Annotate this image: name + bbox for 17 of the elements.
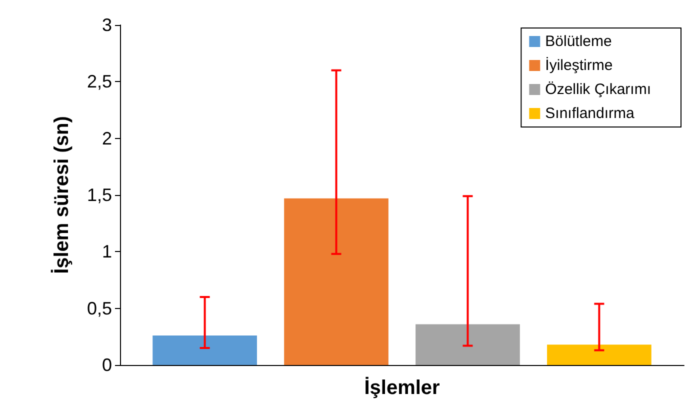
y-tick-label: 2 [102, 128, 112, 148]
bar [284, 198, 388, 365]
legend-label: Özellik Çıkarımı [545, 81, 651, 98]
legend-label: Bölütleme [545, 33, 612, 50]
y-tick-label: 0 [102, 355, 112, 375]
legend-label: Sınıflandırma [545, 105, 636, 122]
bar [547, 344, 652, 365]
x-axis-title: İşlemler [364, 376, 440, 399]
bar [152, 336, 257, 365]
y-tick-label: 0,5 [86, 298, 112, 318]
y-tick-label: 2,5 [86, 72, 112, 92]
y-tick-label: 1 [102, 242, 112, 262]
y-tick-label: 1,5 [86, 185, 112, 205]
legend-label: İyileştirme [545, 56, 613, 74]
bar [416, 324, 520, 365]
y-tick-label: 3 [102, 15, 112, 35]
y-axis-title: İşlem süresi (sn) [50, 116, 73, 274]
